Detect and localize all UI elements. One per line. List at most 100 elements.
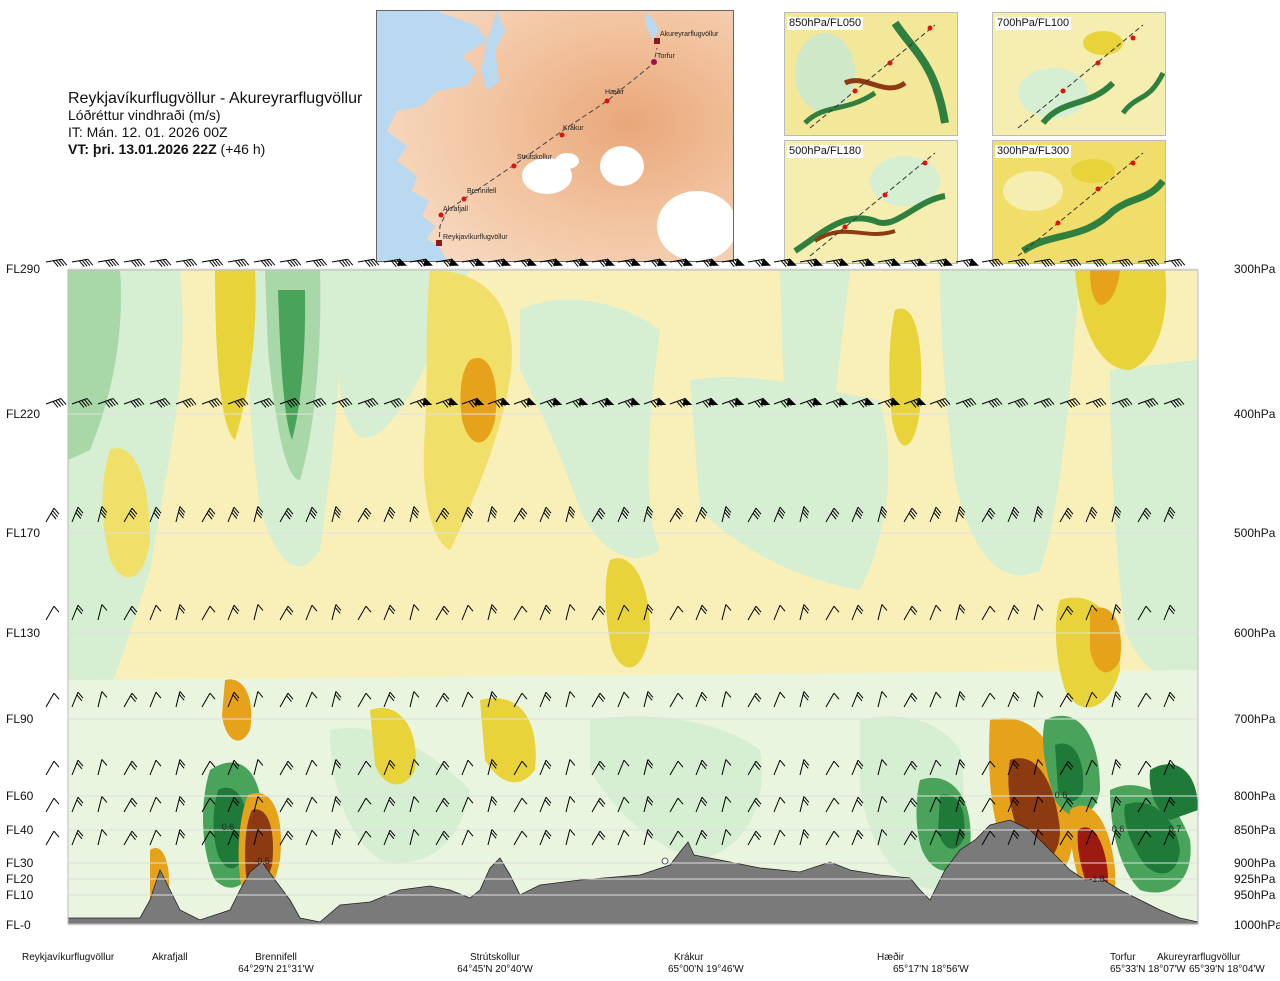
flight-level-label: FL60 [6,789,34,803]
wind-barb [669,507,684,523]
terrain-profile [68,819,1198,924]
station-brennifell: Brennifell 64°29'N 21°31'W [236,952,316,976]
wind-barb [773,604,786,621]
waypoint-marker-reykjavik [436,240,442,246]
wind-barb [1033,506,1044,523]
level-panel-300-label: 300hPa/FL300 [995,145,1072,158]
wind-barb [45,605,60,621]
wind-barb [331,258,354,268]
wind-barb [201,605,216,621]
wind-barb [123,760,138,776]
field-strong-up-4 [938,794,965,849]
wind-barb [435,605,450,621]
wind-barb [539,796,552,813]
wind-barb [253,258,276,268]
wind-barb [591,605,606,621]
wind-barb [877,796,888,813]
valid-time-line: VT: þri. 13.01.2026 22Z (+46 h) [68,141,362,158]
wind-barb [695,796,708,813]
wind-barb [305,759,318,776]
wind-barb [1111,506,1122,523]
station-krakur: Krákur 65°00'N 19°46'W [668,952,758,976]
wind-barb [149,506,162,523]
wind-barb [1163,796,1176,813]
flight-level-label: FL20 [6,872,34,886]
wind-barb [695,604,708,621]
level-panel-850-label: 850hPa/FL050 [787,17,864,30]
pressure-level-label: 400hPa [1234,407,1276,421]
wind-barb [97,604,108,621]
wind-barb [747,692,762,708]
waypoint-marker-strutskollur [511,163,517,169]
wind-barb [279,398,301,408]
wind-barb [825,760,840,776]
wind-barb [1007,829,1020,846]
wind-barb [1059,692,1074,708]
field-down-region-1 [215,270,256,440]
wind-barb [1137,760,1152,776]
wind-barb [643,397,667,408]
wind-barb [1033,691,1044,708]
wind-barb [851,691,864,708]
wind-barb [539,829,552,846]
wind-barb [97,796,108,813]
wind-barb [253,398,275,408]
waypoint-marker-krakur [559,132,565,138]
wind-barb [695,691,708,708]
flight-level-label: FL170 [6,526,41,540]
wind-barb [1033,796,1044,813]
wind-barb [539,604,552,621]
wind-barb [669,797,684,813]
wind-barb [45,258,68,268]
wind-barb [955,759,966,776]
wind-barb [383,506,396,523]
pressure-level-label: 1000hPa [1234,918,1280,932]
value-annotation: 0.6 [1055,790,1068,800]
wind-barb [71,604,84,621]
wind-barb [409,258,433,268]
vertical-velocity-field [68,270,1198,924]
wind-barb [435,830,450,846]
wind-barb [799,397,823,408]
wind-barb [409,604,420,621]
wind-barb [383,829,396,846]
wind-barb [955,398,977,408]
route-map: Akureyrarflugvöllur Torfur Hæðir Krákur … [376,10,734,262]
wind-barb [1163,829,1176,846]
value-annotation: -1.8 [1089,874,1105,884]
wind-barb [981,760,996,776]
wind-barb [1137,398,1159,408]
wind-barb [97,759,108,776]
wind-barb [955,604,966,621]
wind-barb [825,797,840,813]
wind-barb [773,829,786,846]
wind-barb [1059,605,1074,621]
wind-barb [149,829,162,846]
value-annotation: 0.7 [1169,824,1182,834]
station-name: Strútskollur [469,952,520,963]
wind-barb [357,258,380,268]
wind-barb [643,759,654,776]
wind-barb [1059,258,1082,268]
wind-barb [487,796,498,813]
wind-barb [799,258,823,268]
level-panel-850-svg [785,13,957,135]
waypoint-marker-akrafjall [438,212,444,218]
wind-barb [1007,759,1020,776]
wind-barb [123,692,138,708]
wind-barb [71,829,84,846]
wind-barb [1059,507,1074,523]
flight-level-label: FL30 [6,856,34,870]
wind-barb [175,829,186,846]
wind-barb [981,258,1004,268]
wind-barb [331,604,342,621]
wind-barb [227,796,240,813]
wind-barb [279,692,294,708]
wind-barb [721,691,732,708]
wind-barb [383,691,396,708]
station-name: Krákur [674,952,704,963]
value-annotation: 0.6 [222,822,235,832]
wind-barb [1059,398,1081,408]
wind-barb [383,759,396,776]
station-coord: 65°33'N 18°07'W [1110,964,1186,975]
